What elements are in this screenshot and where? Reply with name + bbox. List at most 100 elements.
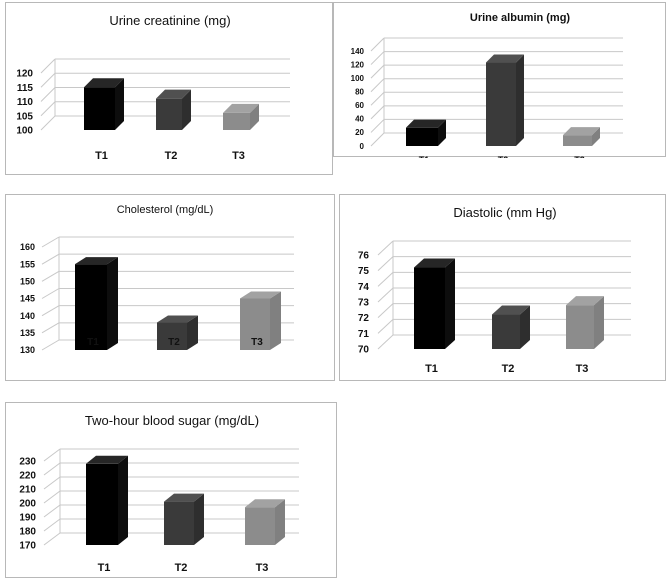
bar-front: [245, 507, 275, 545]
bar-side: [107, 257, 118, 350]
bar-side: [445, 258, 455, 349]
gridline-side: [370, 132, 385, 147]
bar-front: [492, 314, 520, 349]
bar-top: [406, 119, 446, 128]
bar-front: [223, 112, 250, 130]
bar-top: [157, 315, 198, 323]
chart-title: Urine creatinine (mg): [109, 13, 230, 28]
chart-panel-cholesterol: Cholesterol (mg/dL) 130 135 140 145 150 155 160…: [5, 194, 335, 381]
bar-top: [486, 54, 524, 63]
bar-t3: [245, 499, 285, 545]
bar-side: [182, 89, 191, 130]
bar-side: [275, 499, 285, 545]
y-tick-label: 70: [358, 345, 370, 356]
y-tick-label: 110: [17, 97, 34, 108]
gridline-side: [370, 91, 385, 106]
gridline-side: [41, 339, 60, 351]
bar-front: [86, 463, 118, 545]
y-tick-label: 200: [19, 499, 36, 510]
chart-title: Cholesterol (mg/dL): [117, 204, 214, 216]
bar-side: [115, 78, 124, 130]
x-category-label: T1: [98, 562, 111, 574]
y-tick-label: 80: [355, 88, 364, 97]
x-category-label: T2: [498, 155, 509, 158]
chart-panel-diastolic: Diastolic (mm Hg) 70 71 72 73 74 75 76 T1 T2 T3: [339, 194, 666, 381]
bar-t2: [156, 89, 191, 130]
bar-t1: [406, 119, 446, 146]
y-tick-label: 170: [19, 541, 36, 552]
bar-t2: [486, 54, 524, 146]
gridline-side: [43, 532, 61, 546]
y-tick-label: 120: [16, 69, 33, 80]
bar-front: [563, 135, 592, 146]
bar-front: [157, 322, 187, 350]
bar-front: [84, 87, 115, 130]
x-category-label: T2: [502, 363, 515, 375]
gridline-side: [43, 476, 61, 490]
gridline-side: [43, 518, 61, 532]
bar-top: [84, 78, 124, 88]
bar-side: [594, 296, 604, 349]
bar-top: [566, 296, 604, 306]
gridline-side: [377, 240, 394, 256]
x-category-label: T1: [95, 150, 108, 162]
bar-t3: [240, 291, 281, 350]
y-tick-label: 210: [19, 485, 36, 496]
gridline-side: [41, 253, 60, 265]
x-category-label: T2: [168, 337, 180, 348]
gridline-side: [40, 72, 56, 88]
gridline-side: [43, 448, 61, 462]
y-tick-label: 140: [20, 311, 35, 321]
x-category-label: T1: [419, 155, 430, 158]
bar-t1: [414, 258, 455, 349]
gridline-side: [370, 78, 385, 93]
chart-panel-two-hour-blood-sugar: Two-hour blood sugar (mg/dL) 170 180 190 200…: [5, 402, 337, 578]
y-tick-label: 160: [20, 242, 35, 252]
y-tick-label: 135: [20, 328, 35, 338]
x-category-label: T3: [232, 150, 245, 162]
bar-side: [438, 119, 446, 146]
x-category-label: T2: [175, 562, 188, 574]
y-tick-label: 40: [355, 115, 364, 124]
gridline-side: [370, 105, 385, 120]
bar-top: [156, 89, 191, 99]
bar-side: [194, 493, 204, 545]
bar-front: [406, 127, 438, 146]
bar-side: [520, 305, 530, 349]
bar-top: [414, 258, 455, 268]
gridline-side: [377, 303, 394, 319]
gridline-side: [41, 236, 60, 248]
chart-title: Diastolic (mm Hg): [453, 205, 556, 220]
gridline-side: [370, 51, 385, 65]
bar-front: [156, 98, 182, 130]
x-category-label: T2: [165, 150, 178, 162]
chart-svg-urine-albumin-mg: Urine albumin (mg) 0 20 40 60 80 100 120 140 T1 T2…: [351, 12, 623, 158]
bar-t2: [164, 493, 204, 545]
bar-top: [492, 305, 530, 315]
bar-side: [187, 315, 198, 350]
gridline-side: [43, 490, 61, 504]
bar-front: [240, 298, 270, 350]
y-tick-label: 120: [351, 60, 365, 69]
bar-top: [164, 493, 204, 502]
y-tick-label: 130: [20, 345, 35, 355]
y-tick-label: 115: [17, 83, 34, 94]
gridline-side: [377, 334, 394, 350]
y-tick-label: 100: [16, 126, 33, 137]
bar-front: [566, 305, 594, 349]
bar-side: [250, 103, 259, 130]
gridline-side: [40, 101, 56, 117]
chart-svg-diastolic-mm-hg: Diastolic (mm Hg) 70 71 72 73 74 75 76 T1 T2 T3: [358, 205, 631, 375]
bar-top: [245, 499, 285, 508]
gridline-side: [377, 318, 394, 334]
y-tick-label: 73: [358, 298, 370, 309]
bar-t1: [75, 257, 118, 350]
y-tick-label: 75: [358, 266, 370, 277]
gridline-side: [370, 64, 385, 79]
y-tick-label: 71: [358, 329, 370, 340]
chart-svg-cholesterol-mg-dl: Cholesterol (mg/dL) 130 135 140 145 150 155 160…: [20, 204, 294, 355]
bar-t2: [492, 305, 530, 349]
y-tick-label: 180: [19, 527, 36, 538]
chart-title: Urine albumin (mg): [470, 12, 571, 24]
bar-t3: [223, 103, 259, 130]
